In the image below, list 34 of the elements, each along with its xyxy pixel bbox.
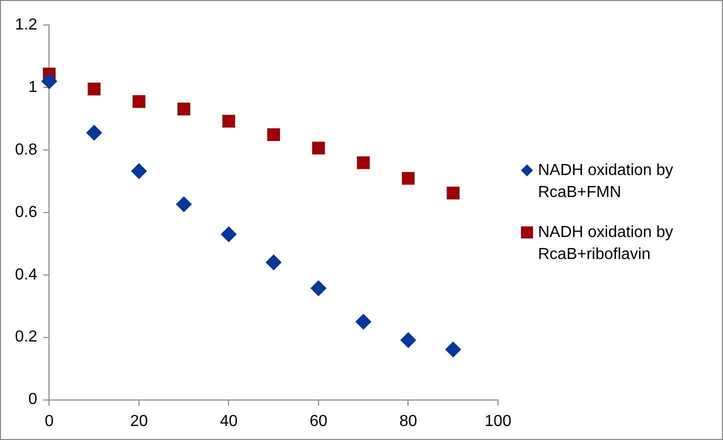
point (446, 186, 460, 200)
point (222, 114, 236, 128)
point (267, 128, 280, 141)
y-tick-label: 0 (28, 391, 38, 408)
y-tick-label: 0.4 (14, 266, 38, 284)
point (86, 124, 102, 141)
x-tick-label: 0 (44, 412, 54, 430)
y-tick-label: 0.8 (14, 141, 38, 158)
point (266, 254, 282, 270)
legend-label: NADH oxidation by RcaB+riboflavin (538, 224, 674, 263)
point (400, 332, 416, 348)
point (355, 314, 372, 330)
point (176, 196, 192, 212)
point (445, 342, 462, 358)
point (310, 280, 326, 296)
y-tick-label: 0.6 (14, 204, 38, 221)
point (41, 73, 58, 90)
x-tick-label: 80 (399, 412, 418, 430)
point (357, 156, 370, 170)
point (178, 102, 190, 116)
y-tick-label: 0.2 (14, 328, 38, 346)
x-tick-label: 60 (310, 412, 328, 430)
point (312, 142, 325, 154)
x-tick-label: 20 (130, 412, 148, 430)
y-tick-label: 1.2 (14, 16, 38, 34)
x-tick-label: 40 (220, 412, 238, 430)
point (132, 95, 146, 108)
point (402, 172, 415, 185)
y-tick-label: 1 (28, 78, 38, 96)
point (130, 163, 147, 180)
x-tick-label: 100 (484, 412, 512, 430)
point (88, 82, 100, 96)
point (220, 226, 237, 242)
legend-label: NADH oxidation by RcaB+FMN (538, 162, 674, 201)
